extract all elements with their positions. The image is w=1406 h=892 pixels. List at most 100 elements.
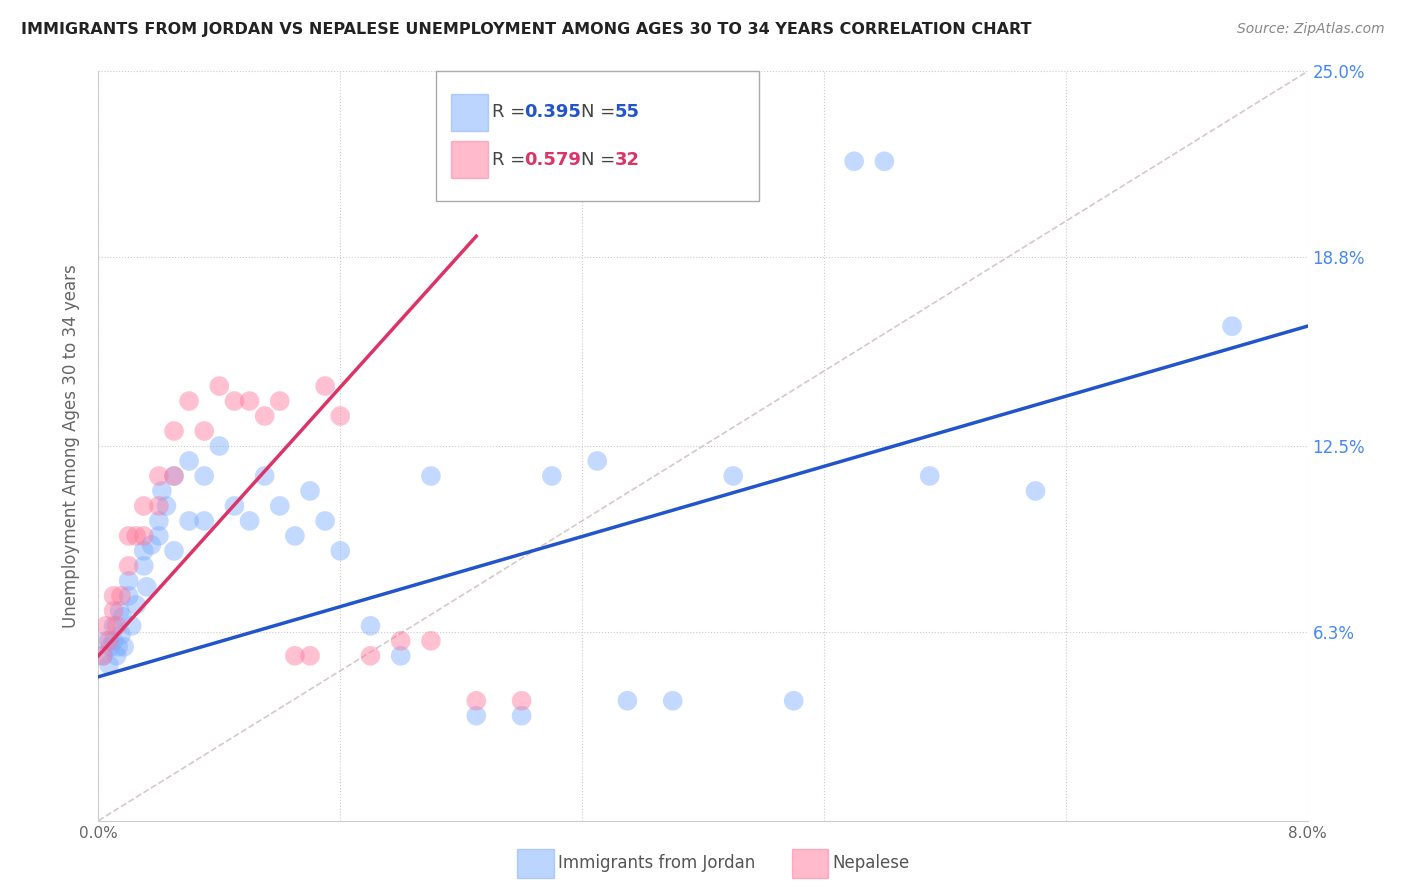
Point	[193, 469, 215, 483]
Point	[1025, 483, 1047, 498]
Point	[239, 394, 262, 409]
Text: Immigrants from Jordan: Immigrants from Jordan	[558, 855, 755, 872]
Point	[208, 439, 231, 453]
Point	[132, 544, 155, 558]
Point	[132, 499, 155, 513]
Text: 32: 32	[614, 151, 640, 169]
Point	[224, 499, 246, 513]
Point	[100, 640, 122, 654]
Point	[148, 499, 170, 513]
Point	[103, 604, 125, 618]
Point	[111, 610, 134, 624]
Text: Nepalese: Nepalese	[832, 855, 910, 872]
Point	[98, 657, 121, 672]
Text: 55: 55	[614, 103, 640, 121]
Point	[163, 544, 186, 558]
Text: R =: R =	[492, 103, 531, 121]
Text: 0.395: 0.395	[524, 103, 581, 121]
Point	[148, 529, 170, 543]
Point	[103, 633, 125, 648]
Point	[783, 694, 806, 708]
Point	[329, 409, 352, 423]
Point	[112, 640, 135, 654]
Point	[94, 633, 117, 648]
Point	[148, 514, 170, 528]
Point	[91, 648, 114, 663]
Point	[118, 529, 141, 543]
Point	[540, 469, 562, 483]
Point	[118, 558, 141, 573]
Point	[135, 580, 157, 594]
Text: N =: N =	[581, 103, 620, 121]
Point	[314, 514, 336, 528]
Point	[110, 628, 132, 642]
Point	[510, 694, 533, 708]
Text: R =: R =	[492, 151, 531, 169]
Point	[465, 694, 488, 708]
Point	[150, 483, 173, 498]
Point	[141, 538, 163, 552]
Point	[179, 454, 201, 468]
Point	[269, 394, 291, 409]
Point	[269, 499, 291, 513]
Point	[360, 619, 382, 633]
Point	[110, 589, 132, 603]
Point	[360, 648, 382, 663]
Point	[121, 619, 143, 633]
Point	[163, 469, 186, 483]
Point	[179, 394, 201, 409]
Point	[616, 694, 638, 708]
Point	[118, 574, 141, 588]
Point	[132, 558, 155, 573]
Point	[723, 469, 745, 483]
Point	[105, 648, 128, 663]
Point	[224, 394, 246, 409]
Text: Source: ZipAtlas.com: Source: ZipAtlas.com	[1237, 22, 1385, 37]
Text: IMMIGRANTS FROM JORDAN VS NEPALESE UNEMPLOYMENT AMONG AGES 30 TO 34 YEARS CORREL: IMMIGRANTS FROM JORDAN VS NEPALESE UNEMP…	[21, 22, 1032, 37]
Point	[510, 708, 533, 723]
Point	[98, 633, 121, 648]
Point	[873, 154, 896, 169]
Point	[299, 483, 322, 498]
Point	[103, 619, 125, 633]
Y-axis label: Unemployment Among Ages 30 to 34 years: Unemployment Among Ages 30 to 34 years	[62, 264, 80, 628]
Point	[118, 589, 141, 603]
Point	[208, 379, 231, 393]
Point	[163, 469, 186, 483]
Point	[125, 598, 148, 612]
Point	[179, 514, 201, 528]
Point	[107, 640, 129, 654]
Point	[661, 694, 683, 708]
Point	[329, 544, 352, 558]
Point	[918, 469, 941, 483]
Text: N =: N =	[581, 151, 620, 169]
Point	[163, 424, 186, 438]
Point	[389, 648, 412, 663]
Point	[586, 454, 609, 468]
Text: 0.579: 0.579	[524, 151, 581, 169]
Point	[299, 648, 322, 663]
Point	[105, 619, 128, 633]
Point	[193, 424, 215, 438]
Point	[103, 589, 125, 603]
Point	[465, 708, 488, 723]
Point	[284, 648, 307, 663]
Point	[155, 499, 177, 513]
Point	[389, 633, 412, 648]
Point	[108, 604, 131, 618]
Point	[253, 469, 276, 483]
Point	[132, 529, 155, 543]
Point	[239, 514, 262, 528]
Point	[253, 409, 276, 423]
Point	[314, 379, 336, 393]
Point	[148, 469, 170, 483]
Point	[420, 633, 443, 648]
Point	[94, 619, 117, 633]
Point	[1220, 319, 1243, 334]
Point	[125, 529, 148, 543]
Point	[420, 469, 443, 483]
Point	[844, 154, 866, 169]
Point	[284, 529, 307, 543]
Point	[91, 648, 114, 663]
Point	[193, 514, 215, 528]
